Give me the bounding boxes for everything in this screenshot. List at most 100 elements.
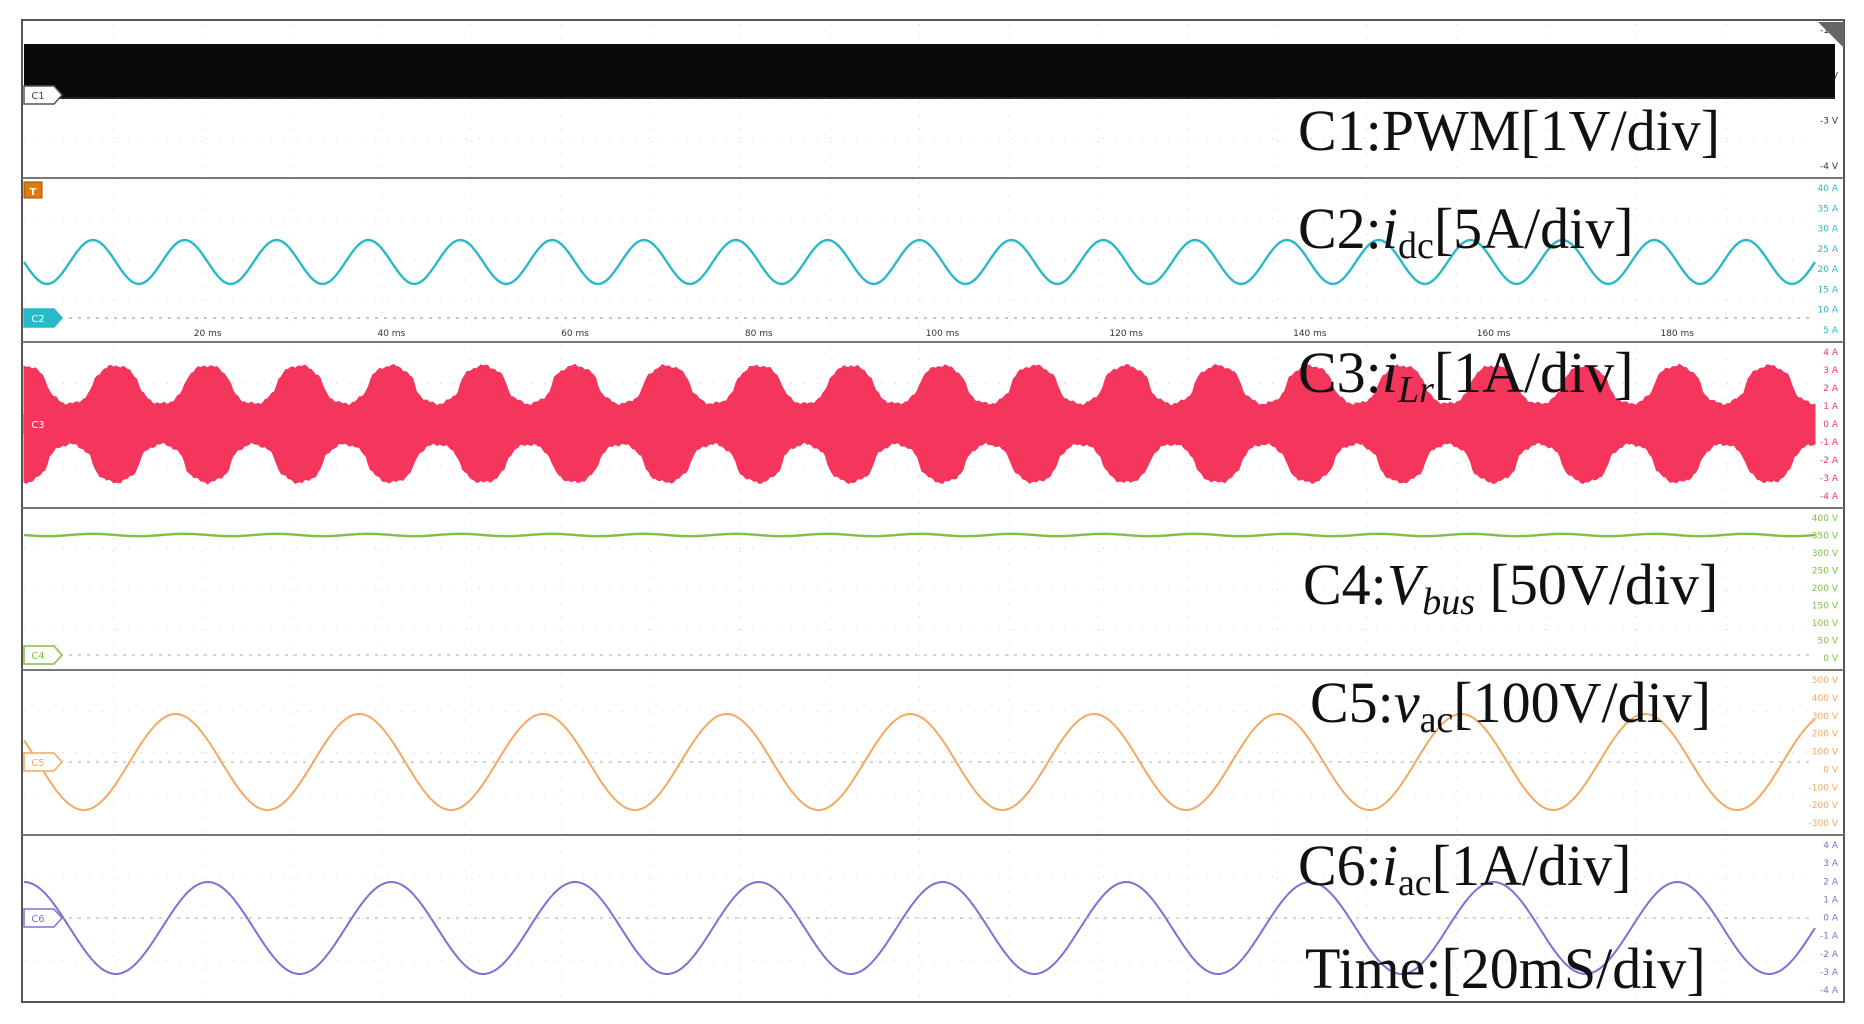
axis-tick-label: 0 V — [1823, 654, 1839, 664]
annotation-c2: C2:idc[5A/div] — [1298, 196, 1634, 267]
annotation-suffix: [50V/div] — [1475, 552, 1718, 617]
annotation-symbol: v — [1394, 670, 1420, 735]
annotation-c5: C5:vac[100V/div] — [1310, 670, 1711, 741]
annotation-c4: C4:Vbus [50V/div] — [1303, 552, 1718, 623]
series-c6 — [23, 880, 1816, 976]
annotation-subscript: ac — [1398, 862, 1432, 904]
axis-tick-label: -2 A — [1820, 950, 1839, 960]
pwm-trace — [24, 44, 1835, 98]
channel-tag-shape — [23, 908, 64, 928]
axis-tick-label: 5 A — [1823, 326, 1839, 336]
panel-c2: 40 A 35 A 30 A 25 A 20 A 15 A 10 A 5 A C2 — [22, 177, 1844, 338]
axis-tick-label: -3 A — [1820, 968, 1839, 978]
panel-c3: 4 A 3 A 2 A 1 A 0 A -1 A -2 A -3 A -4 A C3 — [22, 341, 1844, 504]
corner-indicator-icon — [1818, 22, 1844, 48]
series-c5 — [23, 712, 1816, 812]
annotation-symbol: V — [1387, 552, 1429, 617]
channel-tag-c1: C1 — [23, 85, 64, 105]
panels: -1 V-2 V-3 V-4 VC1 40 A 35 A 30 A 25 A 20 A 15… — [22, 24, 1844, 998]
annotation-prefix: C3: — [1298, 340, 1382, 405]
time-tick-label: 140 ms — [1293, 329, 1327, 339]
axis-tick-label: -3 A — [1820, 474, 1839, 484]
annotation-suffix: [5A/div] — [1434, 196, 1634, 261]
channel-tag-label: C4 — [31, 651, 44, 662]
axis-tick-label: 1 A — [1823, 895, 1839, 905]
axis-tick-label: 300 V — [1812, 549, 1839, 559]
axis-tick-label: 40 A — [1818, 184, 1839, 194]
time-tick-label: 40 ms — [377, 329, 405, 339]
axis-tick-label: 2 A — [1823, 877, 1839, 887]
channel-tag-c5: C5 — [23, 752, 64, 772]
axis-tick-label: 500 V — [1812, 676, 1839, 686]
time-tick-label: 100 ms — [926, 329, 960, 339]
time-tick-label: 160 ms — [1477, 329, 1511, 339]
axis-tick-label: 200 V — [1812, 584, 1839, 594]
channel-tag-c2: C2 — [23, 308, 64, 328]
axis-tick-label: -3 V — [1820, 117, 1839, 127]
series-c4 — [23, 532, 1816, 538]
time-tick-label: 120 ms — [1109, 329, 1143, 339]
axis-tick-label: -4 A — [1820, 986, 1839, 996]
channel-tag-shape — [23, 645, 64, 665]
axis-tick-label: 1 A — [1823, 402, 1839, 412]
annotation-prefix: C6: — [1298, 833, 1382, 898]
annotation-subscript: bus — [1422, 581, 1475, 623]
axis-tick-label: 10 A — [1818, 306, 1839, 316]
channel-tag-shape — [23, 752, 64, 772]
annotation-subscript: dc — [1398, 225, 1434, 267]
annotation-c1: C1:PWM[1V/div] — [1298, 98, 1720, 163]
axis-tick-label: 4 A — [1823, 348, 1839, 358]
channel-tag-c6: C6 — [23, 908, 64, 928]
axis-tick-label: -4 A — [1820, 492, 1839, 502]
annotation-prefix: C4: — [1303, 552, 1387, 617]
axis-tick-label: 30 A — [1818, 225, 1839, 235]
trigger-marker-box — [23, 181, 43, 199]
axis-tick-label: 3 A — [1823, 859, 1839, 869]
axis-tick-label: -100 V — [1809, 783, 1839, 793]
axis-tick-label: 25 A — [1818, 245, 1839, 255]
axis-tick-label: 350 V — [1812, 532, 1839, 542]
annotation-subscript: ac — [1420, 699, 1454, 741]
channel-tag-label: C1 — [31, 91, 44, 102]
channel-tag-label: C5 — [31, 758, 44, 769]
axis-tick-label: 100 V — [1812, 619, 1839, 629]
annotation-subscript: Lr — [1397, 369, 1434, 411]
annotations: C1:PWM[1V/div]C2:idc[5A/div]C3:iLr[1A/di… — [23, 22, 1844, 1001]
axis-tick-label: 200 V — [1812, 730, 1839, 740]
axis-tick-label: -300 V — [1809, 819, 1839, 829]
annotation-suffix: [100V/div] — [1453, 670, 1711, 735]
axis-tick-label: 20 A — [1818, 265, 1839, 275]
axis-tick-label: 35 A — [1818, 204, 1839, 214]
annotation-symbol: i — [1382, 340, 1398, 405]
panel-c6: 4 A 3 A 2 A 1 A 0 A -1 A -2 A -3 A -4 A C6 — [22, 834, 1844, 998]
annotation-symbol: i — [1382, 833, 1398, 898]
channel-tag-label: C2 — [31, 314, 44, 325]
annotation-c3: C3:iLr[1A/div] — [1298, 340, 1634, 411]
channel-tag-label: C3 — [31, 420, 44, 431]
axis-tick-label: -2 A — [1820, 456, 1839, 466]
axis-tick-label: 100 V — [1812, 748, 1839, 758]
axis-tick-label: -1 A — [1820, 932, 1839, 942]
axis-tick-label: -200 V — [1809, 801, 1839, 811]
axis-tick-label: 400 V — [1812, 694, 1839, 704]
series-c3 — [23, 363, 1816, 485]
panel-c5: 500 V 400 V 300 V 200 V 100 V 0 V -100 V -200 V… — [22, 669, 1844, 831]
axis-tick-label: 50 V — [1818, 637, 1839, 647]
axis-tick-label: 250 V — [1812, 567, 1839, 577]
annotation-symbol: i — [1382, 196, 1398, 261]
channel-tag-label: C6 — [31, 914, 44, 925]
axis-tick-label: 3 A — [1823, 366, 1839, 376]
axis-tick-label: 150 V — [1812, 602, 1839, 612]
channel-tag-shape — [23, 414, 64, 434]
axis-tick-label: -1 A — [1820, 438, 1839, 448]
annotation-suffix: [1A/div] — [1432, 833, 1632, 898]
trigger-marker-label: T — [30, 187, 37, 198]
panel-c1: -1 V-2 V-3 V-4 VC1 — [23, 24, 1839, 174]
time-tick-label: 60 ms — [561, 329, 589, 339]
channel-tag-shape — [23, 85, 64, 105]
channel-tag-c3: C3 — [23, 414, 64, 434]
time-tick-label: 80 ms — [745, 329, 773, 339]
figure-frame — [21, 19, 1845, 1003]
